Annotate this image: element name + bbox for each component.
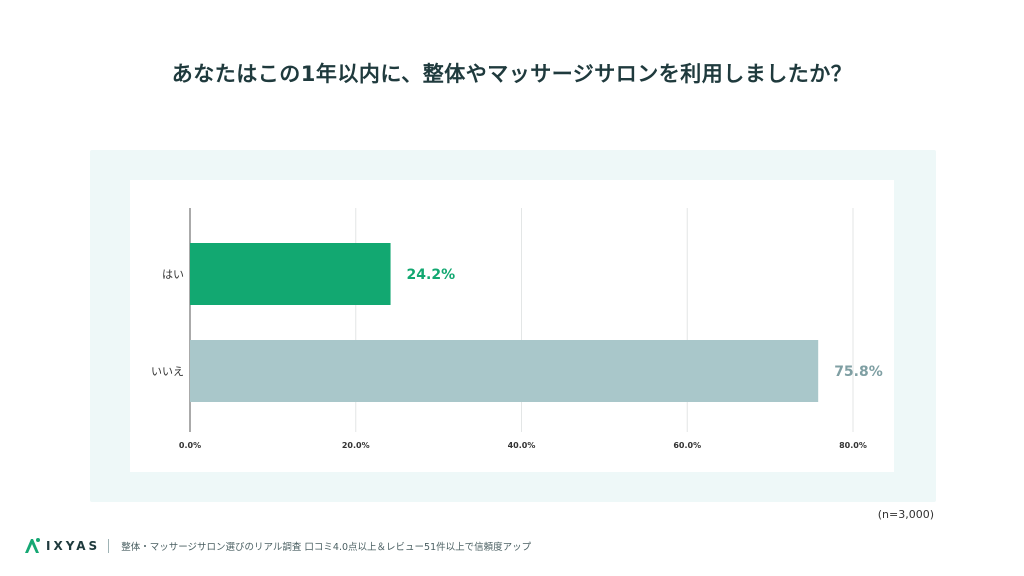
x-tick-label: 80.0% bbox=[839, 441, 867, 450]
bar-yes bbox=[190, 243, 391, 305]
x-tick-label: 20.0% bbox=[342, 441, 370, 450]
page-title: あなたはこの1年以内に、整体やマッサージサロンを利用しましたか？ bbox=[171, 62, 853, 86]
data-label: 24.2% bbox=[407, 267, 456, 283]
sample-size-note: (n=3,000) bbox=[877, 508, 934, 521]
footer-caption: 整体・マッサージサロン選びのリアル調査 口コミ4.0点以上＆レビュー51件以上で… bbox=[121, 542, 532, 553]
chart-card: 0.0% 20.0% 40.0% 60.0% 80.0% はい 24.2% いいえ 75.8% bbox=[130, 180, 894, 472]
footer-divider bbox=[108, 539, 110, 553]
bar-no bbox=[190, 340, 819, 402]
chart-panel: 0.0% 20.0% 40.0% 60.0% 80.0% はい 24.2% いいえ 75.8% bbox=[90, 150, 936, 502]
x-tick-label: 0.0% bbox=[179, 441, 201, 450]
footer: IXYAS 整体・マッサージサロン選びのリアル調査 口コミ4.0点以上＆レビュー… bbox=[22, 536, 531, 556]
category-label: はい bbox=[162, 268, 184, 281]
ixyas-logo-icon bbox=[25, 538, 40, 553]
logo-text: IXYAS bbox=[46, 539, 101, 553]
bar-chart: 0.0% 20.0% 40.0% 60.0% 80.0% はい 24.2% いいえ 75.8% bbox=[151, 208, 883, 450]
x-tick-label: 60.0% bbox=[673, 441, 701, 450]
logo: IXYAS bbox=[22, 536, 100, 556]
data-label: 75.8% bbox=[834, 364, 883, 380]
x-tick-label: 40.0% bbox=[508, 441, 536, 450]
category-label: いいえ bbox=[151, 365, 184, 378]
